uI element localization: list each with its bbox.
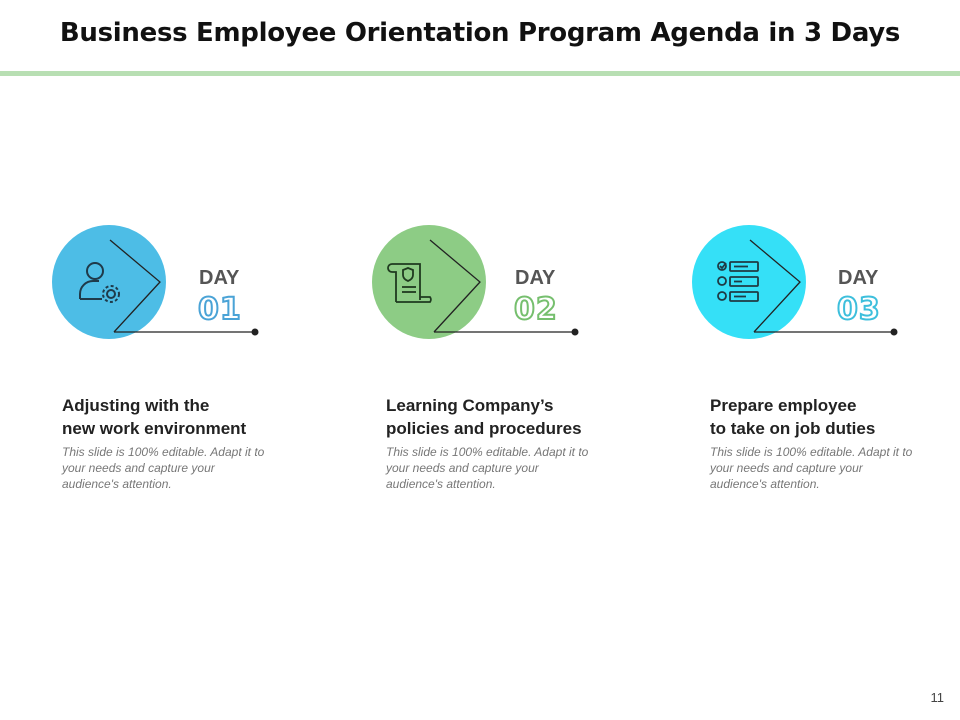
- step-circle: [372, 225, 486, 339]
- step-description: This slide is 100% editable. Adapt it to…: [710, 445, 913, 491]
- day-label: DAY: [515, 267, 556, 289]
- step-heading-line-2: policies and procedures: [386, 419, 582, 438]
- policy-scroll-icon: [387, 263, 432, 303]
- step-heading-line-2: to take on job duties: [710, 419, 876, 438]
- timeline-dot: [890, 328, 898, 336]
- day-label: DAY: [199, 267, 240, 289]
- step-heading-line-1: Learning Company’s: [386, 396, 554, 415]
- day-number: 02: [513, 291, 558, 328]
- day-label: DAY: [838, 267, 879, 289]
- step-heading-line-1: Adjusting with the: [62, 396, 210, 415]
- step-heading: Prepare employee to take on job duties: [710, 394, 875, 440]
- agenda-step-day-1: DAY 01 Adjusting with the new work envir…: [52, 222, 372, 522]
- step-circle: [692, 225, 806, 339]
- step-heading-line-1: Prepare employee: [710, 396, 857, 415]
- day-number: 01: [197, 291, 242, 328]
- step-circle: [52, 225, 166, 339]
- checklist-icon: [717, 261, 759, 302]
- agenda-step-day-2: DAY 02 Learning Company’s policies and p…: [372, 222, 692, 522]
- step-description: This slide is 100% editable. Adapt it to…: [62, 445, 265, 491]
- title-divider: [0, 71, 960, 76]
- timeline-dot: [251, 328, 259, 336]
- step-graphic: [372, 225, 579, 339]
- step-heading-line-2: new work environment: [62, 419, 247, 438]
- step-heading: Adjusting with the new work environment: [62, 394, 246, 440]
- timeline-dot: [571, 328, 579, 336]
- step-graphic: [52, 225, 259, 339]
- user-gear-icon: [79, 262, 120, 303]
- step-heading: Learning Company’s policies and procedur…: [386, 394, 582, 440]
- agenda-step-day-3: DAY 03 Prepare employee to take on job d…: [692, 222, 960, 522]
- slide-title: Business Employee Orientation Program Ag…: [59, 18, 901, 48]
- step-graphic: [692, 225, 898, 339]
- day-number: 03: [836, 291, 881, 328]
- page-number: 11: [930, 690, 945, 705]
- step-description: This slide is 100% editable. Adapt it to…: [386, 445, 589, 491]
